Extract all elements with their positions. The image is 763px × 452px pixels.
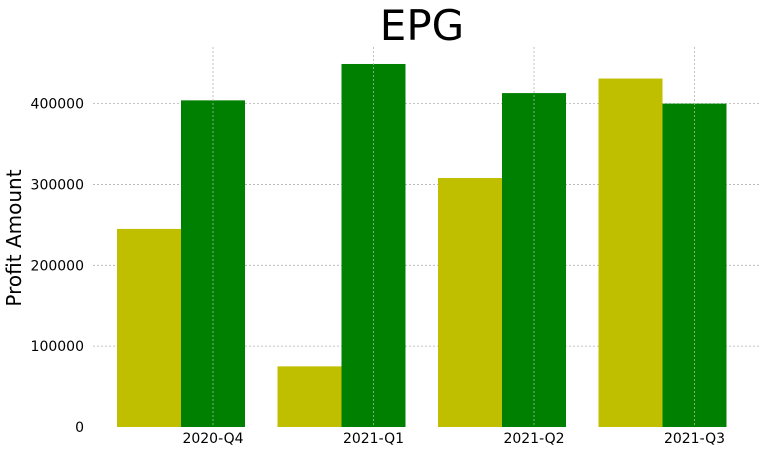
x-tick-label: 2021-Q1 xyxy=(343,431,404,447)
y-tick-label: 300000 xyxy=(31,177,84,193)
bar-2021-Q3-series-2 xyxy=(662,103,727,428)
x-tick-label: 2021-Q3 xyxy=(664,431,725,447)
y-axis-label: Profit Amount xyxy=(2,169,26,306)
bar-2020-Q4-series-1 xyxy=(117,228,181,427)
bar-2021-Q1-series-1 xyxy=(277,366,342,427)
x-tick-label: 2021-Q2 xyxy=(503,431,564,447)
y-tick-label: 400000 xyxy=(31,97,84,113)
chart-title: EPG xyxy=(380,1,464,50)
y-tick-label: 200000 xyxy=(31,258,84,274)
x-axis-ticks: 2020-Q4 2021-Q1 2021-Q2 2021-Q3 xyxy=(182,431,725,447)
x-tick-label: 2020-Q4 xyxy=(182,431,243,447)
bar-2021-Q2-series-1 xyxy=(438,177,502,427)
bars xyxy=(117,63,727,428)
vertical-grid-lines xyxy=(212,47,695,427)
y-axis-ticks: 0 100000 200000 300000 400000 xyxy=(31,97,84,436)
grid-lines xyxy=(93,103,760,347)
y-tick-label: 100000 xyxy=(31,339,84,355)
bar-2021-Q3-series-1 xyxy=(598,78,663,427)
y-tick-label: 0 xyxy=(75,420,84,436)
